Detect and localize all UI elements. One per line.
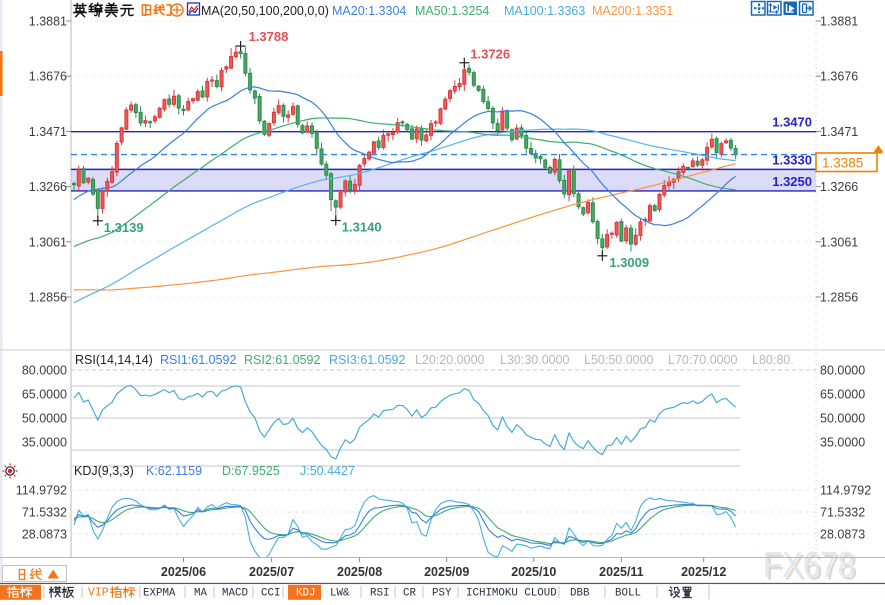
svg-text:35.0000: 35.0000: [820, 436, 865, 450]
svg-text:RSI1:61.0592: RSI1:61.0592: [160, 353, 236, 367]
svg-text:MACD: MACD: [222, 588, 248, 600]
svg-text:FX678: FX678: [763, 544, 855, 585]
svg-text:2025/09: 2025/09: [424, 565, 469, 579]
svg-text:L80:80.: L80:80.: [752, 353, 794, 367]
svg-text:DBB: DBB: [570, 588, 590, 600]
svg-text:J:50.4427: J:50.4427: [300, 464, 355, 478]
svg-text:28.0873: 28.0873: [22, 528, 67, 542]
svg-text:VIP: VIP: [88, 587, 109, 600]
svg-text:65.0000: 65.0000: [22, 388, 67, 402]
svg-text:RSI: RSI: [370, 588, 389, 600]
svg-text:LW&: LW&: [330, 588, 350, 600]
svg-text:1.3471: 1.3471: [29, 125, 67, 139]
svg-text:1.3471: 1.3471: [820, 125, 858, 139]
svg-text:2025/06: 2025/06: [161, 565, 206, 579]
svg-text:CR: CR: [403, 588, 416, 600]
svg-text:35.0000: 35.0000: [22, 436, 67, 450]
svg-text:1.2856: 1.2856: [29, 291, 67, 305]
svg-text:L30:30.0000: L30:30.0000: [500, 353, 570, 367]
svg-text:1.3266: 1.3266: [29, 180, 67, 194]
svg-text:1.3676: 1.3676: [820, 70, 858, 84]
svg-text:1.2856: 1.2856: [820, 291, 858, 305]
svg-text:RSI3:61.0592: RSI3:61.0592: [329, 353, 405, 367]
svg-text:FX678: FX678: [766, 547, 858, 588]
svg-text:PSY: PSY: [432, 588, 452, 600]
svg-text:1.3061: 1.3061: [820, 235, 858, 249]
svg-text:D:67.9525: D:67.9525: [222, 464, 280, 478]
svg-text:1.3009: 1.3009: [609, 255, 649, 270]
svg-text:114.9792: 114.9792: [16, 484, 67, 498]
svg-text:K:62.1159: K:62.1159: [146, 464, 202, 478]
svg-text:28.0873: 28.0873: [820, 528, 865, 542]
svg-text:2025/10: 2025/10: [511, 565, 556, 579]
svg-text:71.5332: 71.5332: [22, 506, 67, 520]
svg-text:2025/11: 2025/11: [599, 565, 644, 579]
svg-text:1.3881: 1.3881: [29, 15, 67, 29]
svg-text:MA50:1.3254: MA50:1.3254: [415, 4, 489, 18]
svg-text:1.3250: 1.3250: [772, 174, 812, 189]
svg-text:1.3139: 1.3139: [104, 220, 144, 235]
svg-text:L20:20.0000: L20:20.0000: [415, 353, 485, 367]
svg-text:2025/07: 2025/07: [249, 565, 294, 579]
svg-text:1.3788: 1.3788: [249, 29, 289, 44]
svg-text:MA(20,50,100,200,0,0): MA(20,50,100,200,0,0): [201, 4, 329, 18]
svg-text:MA20:1.3304: MA20:1.3304: [332, 4, 406, 18]
svg-text:BOLL: BOLL: [615, 588, 641, 600]
svg-text:CCI: CCI: [261, 588, 280, 600]
svg-text:50.0000: 50.0000: [820, 412, 865, 426]
svg-text:1.3881: 1.3881: [820, 15, 858, 29]
svg-text:2025/12: 2025/12: [681, 565, 726, 579]
svg-text:1.3266: 1.3266: [820, 180, 858, 194]
svg-text:L50:50.0000: L50:50.0000: [584, 353, 654, 367]
svg-text:L70:70.0000: L70:70.0000: [668, 353, 738, 367]
svg-text:1.3726: 1.3726: [470, 47, 510, 62]
svg-text:50.0000: 50.0000: [22, 412, 67, 426]
svg-text:MA200:1.3351: MA200:1.3351: [592, 4, 673, 18]
svg-text:MA100:1.3363: MA100:1.3363: [504, 4, 585, 18]
svg-text:1.3470: 1.3470: [772, 115, 812, 130]
svg-text:KDJ(9,3,3): KDJ(9,3,3): [74, 464, 134, 478]
svg-text:1.3061: 1.3061: [29, 235, 67, 249]
svg-text:1.3330: 1.3330: [772, 152, 812, 167]
svg-text:65.0000: 65.0000: [820, 388, 865, 402]
svg-text:2025/08: 2025/08: [337, 565, 382, 579]
svg-text:80.0000: 80.0000: [820, 364, 865, 378]
svg-text:MA: MA: [194, 588, 207, 600]
svg-text:RSI2:61.0592: RSI2:61.0592: [244, 353, 320, 367]
svg-text:KDJ: KDJ: [296, 588, 315, 600]
svg-text:1.3676: 1.3676: [29, 70, 67, 84]
svg-text:1.3140: 1.3140: [342, 220, 382, 235]
svg-text:1.3385: 1.3385: [822, 156, 863, 171]
svg-text:71.5332: 71.5332: [820, 506, 865, 520]
svg-text:80.0000: 80.0000: [22, 364, 67, 378]
svg-text:RSI(14,14,14): RSI(14,14,14): [75, 353, 153, 367]
svg-text:EXPMA: EXPMA: [143, 588, 176, 600]
svg-text:ICHIMOKU CLOUD: ICHIMOKU CLOUD: [466, 588, 557, 600]
svg-text:114.9792: 114.9792: [820, 484, 871, 498]
